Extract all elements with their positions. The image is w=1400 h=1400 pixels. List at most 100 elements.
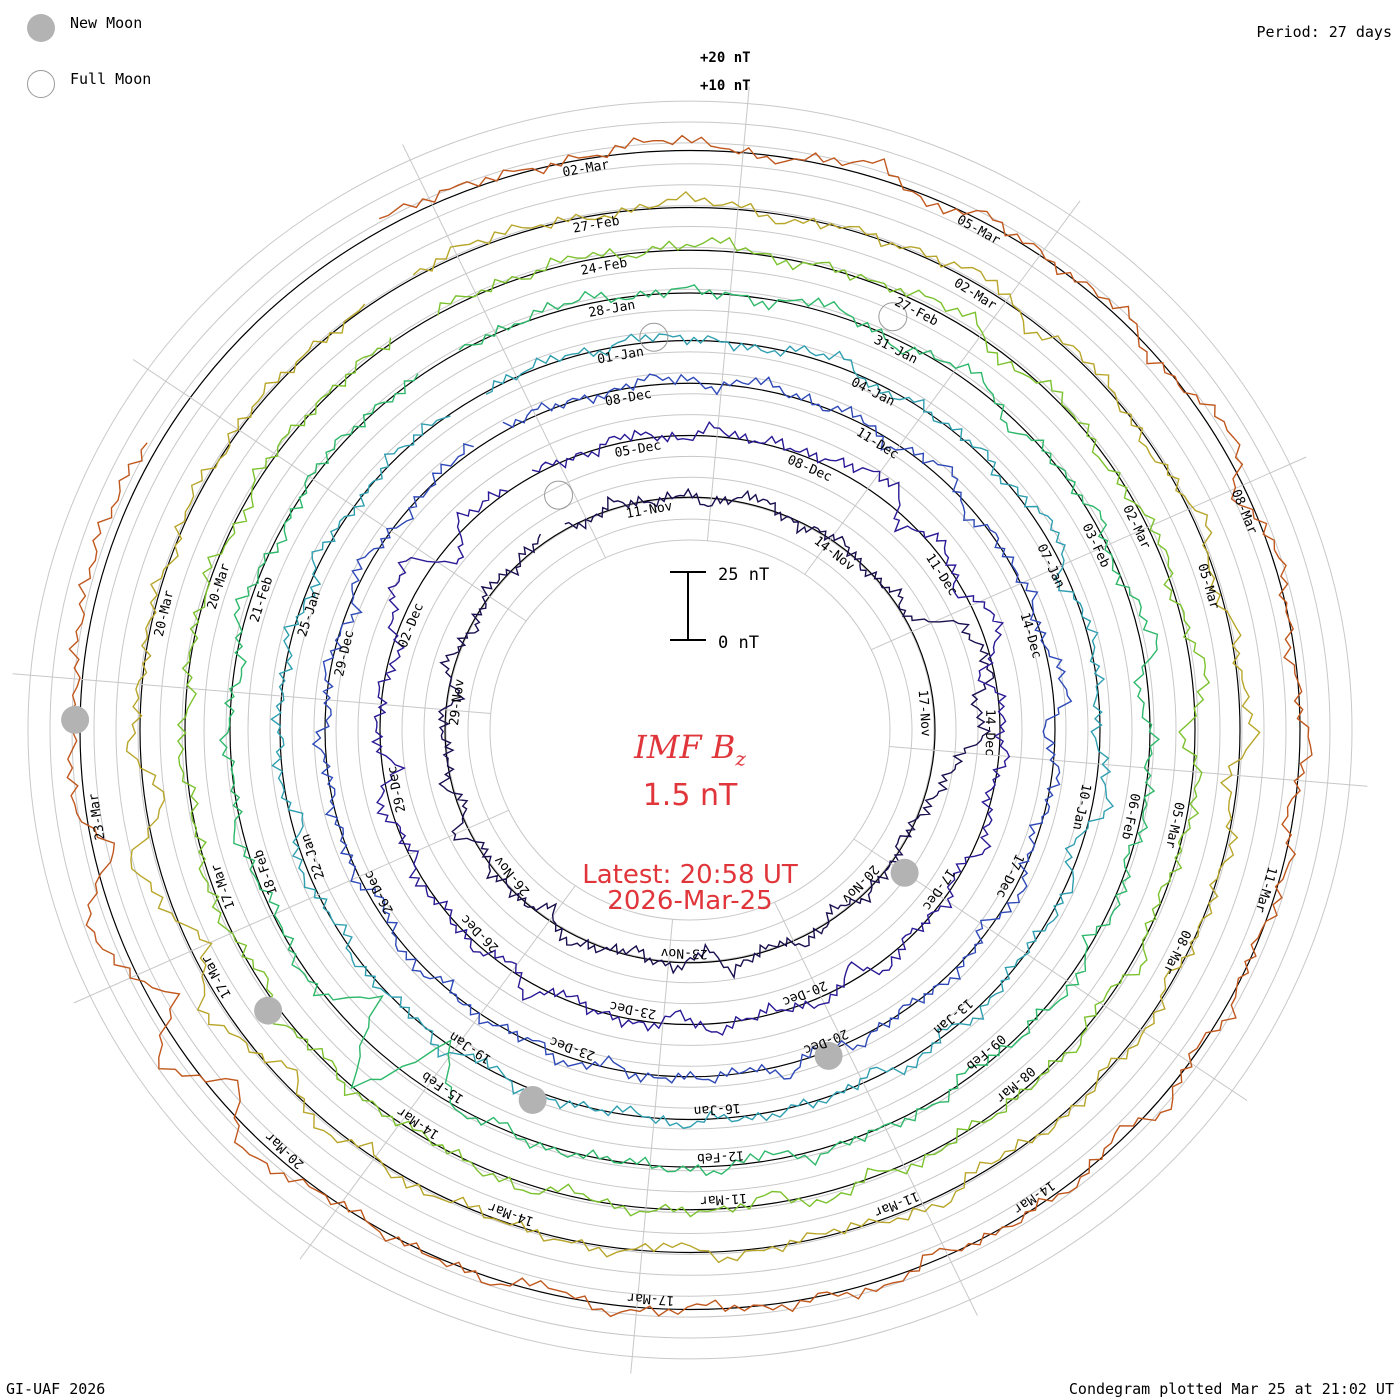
date-label: 08-Dec — [785, 453, 834, 485]
grid-ring — [423, 476, 957, 984]
baseline-ring — [184, 249, 1196, 1211]
spoke-line — [706, 86, 750, 541]
baseline-ring — [444, 496, 936, 964]
date-label: 05-Dec — [614, 438, 663, 461]
parameter-subscript: z — [735, 746, 746, 771]
date-label: 27-Feb — [572, 214, 621, 237]
baseline-ring — [139, 206, 1241, 1254]
date-label: 27-Feb — [892, 295, 941, 330]
spoke-line — [630, 919, 674, 1374]
date-label: 10-Jan — [1069, 782, 1093, 831]
grid-ring — [49, 121, 1331, 1339]
full-moon-legend-icon — [27, 70, 55, 98]
new-moon-marker — [254, 996, 283, 1025]
grid-ring — [291, 351, 1089, 1109]
spoke-line — [774, 901, 978, 1316]
date-label: 17-Nov — [915, 689, 933, 737]
date-label: 17-Mar — [627, 1289, 675, 1307]
grid-ring — [467, 518, 913, 942]
date-label: 22-Jan — [298, 832, 328, 881]
series-trace-3 — [311, 373, 1073, 1084]
new-moon-legend-icon — [27, 14, 55, 42]
spoke-line — [299, 885, 576, 1260]
spoke-line — [871, 456, 1307, 651]
date-label: 23-Mar — [86, 792, 108, 841]
date-label: 25-Jan — [295, 589, 324, 638]
bz-series-group — [66, 134, 1313, 1318]
date-label: 29-Dec — [332, 629, 357, 678]
ref-label-10: +10 nT — [700, 78, 751, 94]
grid-ring — [93, 163, 1287, 1297]
series-trace-5 — [219, 284, 1161, 1177]
new-moon-legend-label: New Moon — [70, 14, 143, 32]
credit-label: GI-UAF 2026 — [6, 1380, 106, 1398]
parameter-name: IMF B — [634, 728, 736, 766]
full-moon-marker — [878, 302, 908, 332]
date-label: 15-Feb — [419, 1068, 467, 1106]
latest-time: Latest: 20:58 UT — [582, 860, 798, 890]
date-label: 23-Nov — [660, 945, 707, 961]
date-label: 21-Feb — [248, 575, 277, 624]
scale-bar-top-label: 25 nT — [718, 565, 769, 585]
date-label: 11-Mar — [1252, 865, 1280, 914]
new-moon-marker — [61, 705, 90, 734]
grid-ring — [269, 330, 1111, 1130]
new-moon-marker — [890, 858, 919, 887]
date-label: 28-Jan — [588, 298, 637, 321]
spoke-line — [853, 838, 1248, 1101]
grid-ring — [159, 226, 1221, 1234]
spoke-line — [132, 359, 527, 622]
grid-ring — [137, 205, 1243, 1255]
spoke-line — [889, 746, 1368, 787]
date-label: 04-Jan — [848, 375, 897, 410]
full-moon-legend-label: Full Moon — [70, 70, 152, 88]
spoke-line — [402, 144, 606, 559]
grid-ring — [401, 455, 979, 1005]
scale-bar: 25 nT 0 nT — [670, 565, 769, 653]
date-label: 01-Jan — [596, 345, 645, 368]
baseline-ring — [379, 434, 1001, 1026]
grid-ring — [445, 497, 935, 963]
new-moon-marker — [518, 1085, 547, 1114]
plotted-label: Condegram plotted Mar 25 at 21:02 UT — [1068, 1380, 1394, 1398]
angular-spokes — [12, 86, 1368, 1374]
date-label: 11-Dec — [853, 425, 901, 463]
date-label: 14-Dec — [982, 709, 997, 756]
grid-ring — [247, 309, 1133, 1151]
grid-ring — [357, 414, 1023, 1046]
series-trace-7 — [125, 190, 1261, 1264]
series-trace-1 — [437, 487, 995, 980]
date-label: 11-Mar — [699, 1190, 747, 1208]
date-label: 18-Feb — [251, 847, 281, 896]
series-trace-8 — [66, 134, 1313, 1318]
date-label: 05-Mar — [954, 213, 1003, 249]
grid-ring — [203, 267, 1177, 1193]
series-trace-6 — [176, 236, 1211, 1218]
new-moon-marker — [814, 1041, 843, 1070]
scale-bar-bottom-label: 0 nT — [718, 633, 759, 653]
period-label: Period: 27 days — [1256, 23, 1392, 41]
grid-ring — [115, 184, 1265, 1276]
ref-label-20: +20 nT — [700, 50, 751, 66]
parameter-title: IMF Bz — [500, 728, 880, 770]
date-label: 17-Mar — [209, 862, 239, 911]
baseline-ring — [324, 382, 1056, 1078]
date-label: 16-Jan — [693, 1100, 741, 1118]
full-moon-marker — [544, 480, 574, 510]
spoke-line — [12, 673, 491, 714]
moon-markers — [61, 302, 919, 1114]
series-trace-4 — [270, 333, 1115, 1129]
grid-ring — [489, 539, 891, 921]
spoke-line — [804, 200, 1081, 575]
grid-ring — [27, 100, 1353, 1360]
date-label: 02-Mar — [951, 276, 999, 314]
full-moon-marker — [639, 322, 669, 352]
grid-ring — [313, 372, 1067, 1088]
spoke-line — [73, 809, 509, 1004]
date-label: 12-Feb — [696, 1147, 744, 1165]
current-value: 1.5 nT — [642, 778, 738, 813]
series-trace-2 — [370, 420, 1011, 1036]
date-label: 29-Nov — [447, 678, 468, 727]
date-label: 02-Mar — [561, 157, 610, 180]
